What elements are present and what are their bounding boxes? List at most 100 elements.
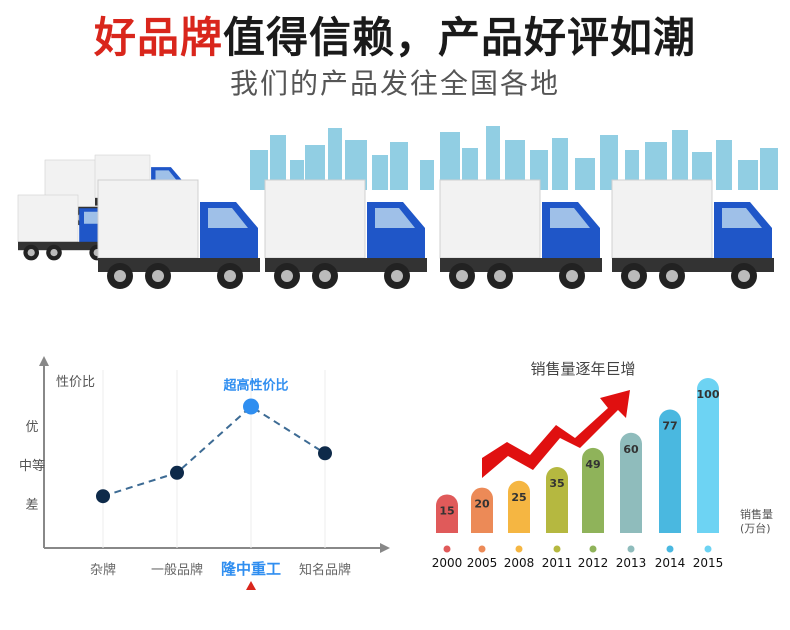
highlight-marker <box>246 581 256 590</box>
annotation-label: 超高性价比 <box>223 378 288 394</box>
wheel-hub <box>114 270 126 282</box>
bar <box>508 480 530 533</box>
building <box>505 140 525 190</box>
building <box>328 128 342 190</box>
y-axis-unit-label: 销售量 <box>740 507 773 521</box>
legend-dot <box>553 545 561 553</box>
bar <box>659 409 681 533</box>
building <box>600 135 618 190</box>
bar-value-label: 100 <box>697 388 720 401</box>
wheel-hub <box>738 270 750 282</box>
legend-dot <box>478 545 486 553</box>
bar-value-label: 60 <box>623 443 639 456</box>
wheel-hub <box>566 270 578 282</box>
truck-window <box>722 208 762 228</box>
truck-box <box>264 179 366 259</box>
truck-window <box>375 208 415 228</box>
truck-box <box>611 179 713 259</box>
year-label: 2014 <box>655 556 686 570</box>
data-point <box>96 489 110 504</box>
wheel-hub <box>666 270 678 282</box>
building <box>645 142 667 190</box>
wheel-hub <box>456 270 468 282</box>
bar <box>546 467 568 533</box>
y-axis-unit-label: (万台) <box>740 521 771 535</box>
truck-box <box>17 194 79 243</box>
bar-value-label: 25 <box>511 491 526 504</box>
y-level-label: 差 <box>25 498 38 513</box>
growth-arrow <box>482 390 630 478</box>
building <box>250 150 268 190</box>
year-label: 2011 <box>542 556 573 570</box>
truck-box <box>439 179 541 259</box>
year-label: 2013 <box>616 556 647 570</box>
building <box>345 140 367 190</box>
bar <box>471 487 493 533</box>
year-label: 2008 <box>504 556 535 570</box>
building <box>716 140 732 190</box>
data-point <box>243 398 259 415</box>
building <box>738 160 758 190</box>
y-axis-arrow <box>39 356 49 366</box>
bar-value-label: 35 <box>549 477 564 490</box>
building <box>760 148 778 190</box>
category-label: 隆中重工 <box>221 560 281 578</box>
year-label: 2000 <box>432 556 463 570</box>
wheel-hub <box>152 270 164 282</box>
wheel-hub <box>628 270 640 282</box>
building <box>372 155 388 190</box>
building <box>440 132 460 190</box>
truck-chassis <box>18 241 116 251</box>
bar <box>582 447 604 533</box>
bar-value-label: 77 <box>662 420 677 433</box>
truck-box <box>97 179 199 259</box>
category-label: 杂牌 <box>90 562 116 578</box>
truck <box>611 179 774 289</box>
wheel-hub <box>50 249 58 257</box>
building <box>552 138 568 190</box>
wheel-hub <box>281 270 293 282</box>
bar <box>620 432 642 533</box>
wheel-hub <box>391 270 403 282</box>
y-level-label: 中等 <box>19 458 45 474</box>
truck-window <box>550 208 590 228</box>
category-label: 知名品牌 <box>299 562 351 578</box>
wheel-hub <box>224 270 236 282</box>
bar-value-label: 49 <box>585 458 600 471</box>
bar-value-label: 20 <box>474 498 490 511</box>
building <box>390 142 408 190</box>
value-line <box>102 405 326 498</box>
legend-dot <box>589 545 597 553</box>
legend-dot <box>627 545 635 553</box>
bar <box>436 494 458 533</box>
chart-title: 销售量逐年巨增 <box>530 360 635 378</box>
page-subtitle: 我们的产品发往全国各地 <box>229 67 560 100</box>
x-axis-arrow <box>380 543 390 553</box>
legend-dot <box>666 545 674 553</box>
wheel-hub <box>494 270 506 282</box>
page-title: 好品牌值得信赖，产品好评如潮 <box>0 4 790 65</box>
building <box>305 145 325 190</box>
category-label: 一般品牌 <box>151 562 203 578</box>
year-label: 2012 <box>578 556 609 570</box>
bar-value-label: 15 <box>439 504 454 517</box>
title-highlight: 好品牌 <box>93 13 223 62</box>
year-label: 2005 <box>467 556 498 570</box>
y-axis-title: 性价比 <box>56 375 95 390</box>
data-point <box>318 446 332 461</box>
legend-dot <box>515 545 523 553</box>
building <box>575 158 595 190</box>
sales-chart: 销售量逐年巨增 15 2000 20 2005 25 2008 35 2011 49 2012 60 2… <box>432 360 773 570</box>
truck <box>17 194 116 261</box>
truck <box>97 179 260 289</box>
building <box>672 130 688 190</box>
bar <box>697 378 719 533</box>
wheel-hub <box>27 249 35 257</box>
year-label: 2015 <box>693 556 724 570</box>
building <box>270 135 286 190</box>
data-point <box>170 465 184 480</box>
y-level-label: 优 <box>25 420 38 435</box>
